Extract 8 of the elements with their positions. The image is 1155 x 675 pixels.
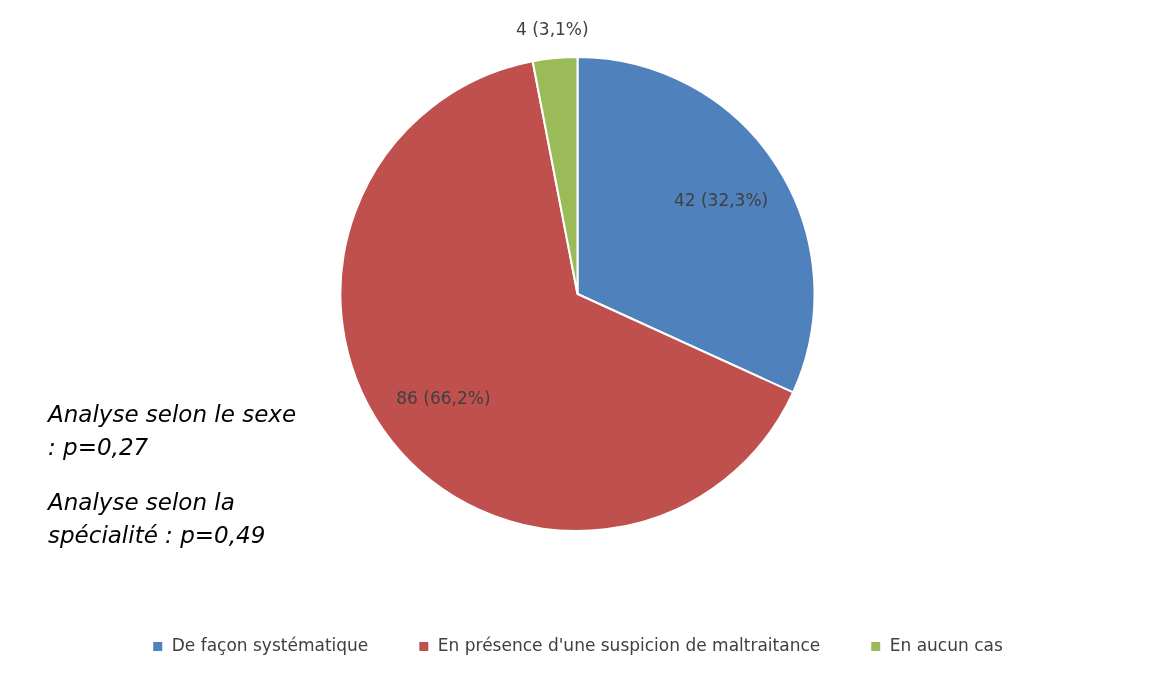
data-label: 86 (66,2%) (396, 387, 491, 408)
data-label: 42 (32,3%) (673, 190, 769, 211)
text: Analyse selon le sexe : p=0,27 (48, 400, 298, 462)
legend-label: En présence d'une suspicion de maltraitance (437, 634, 821, 655)
text: Analyse selon la spécialité : p=0,49 (48, 488, 267, 550)
legend-label: En aucun cas (889, 634, 1003, 655)
legend-label: De façon systématique (171, 634, 369, 655)
data-label: 4 (3,1%) (515, 18, 589, 39)
